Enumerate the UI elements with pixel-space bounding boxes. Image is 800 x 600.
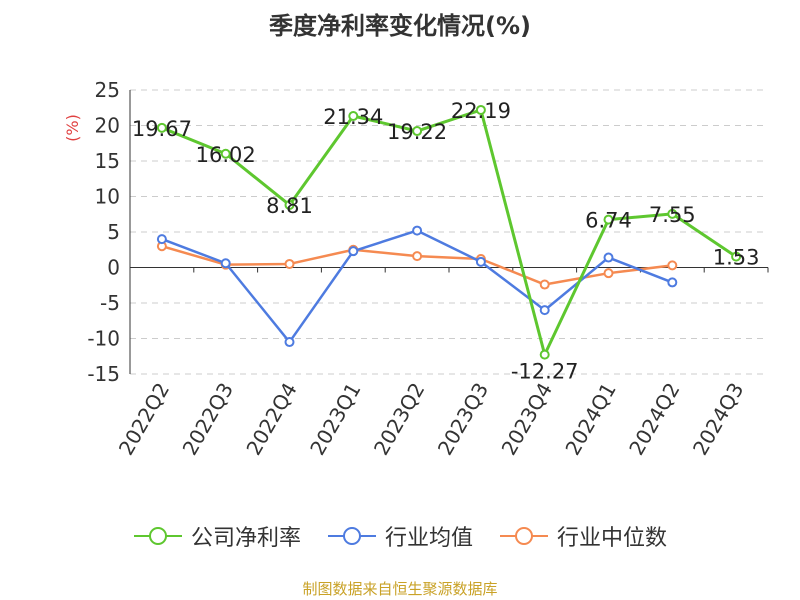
data-label-company: 22.19 [451, 99, 511, 123]
data-label-company: 6.74 [585, 209, 632, 233]
data-label-company: 1.53 [713, 246, 760, 270]
data-label-company: 7.55 [649, 203, 696, 227]
data-point-company [348, 110, 359, 121]
data-point-company [475, 104, 486, 115]
data-point-industry-median [412, 251, 423, 262]
series-line-company [161, 108, 737, 357]
data-point-industry-median [667, 260, 678, 271]
data-point-industry-avg [348, 246, 359, 257]
x-tick-label: 2022Q2 [114, 379, 174, 460]
legend-label-company: 公司净利率 [190, 526, 301, 551]
chart-legend: 公司净利率 行业均值 行业中位数 [0, 518, 800, 554]
y-axis-unit-label: (%) [63, 114, 82, 142]
data-point-company [412, 126, 423, 137]
chart-title: 季度净利率变化情况(%) [269, 12, 531, 40]
data-label-company: 19.67 [132, 117, 192, 141]
data-point-company [603, 214, 614, 225]
y-tick-label: 5 [107, 220, 120, 244]
x-tick-label: 2024Q2 [624, 379, 684, 460]
source-note: 制图数据来自恒生聚源数据库 [302, 580, 498, 598]
y-tick-label: -5 [100, 291, 120, 315]
legend-item-industry-avg[interactable]: 行业均值 [327, 520, 473, 552]
data-point-company [539, 349, 550, 360]
data-label-company: 21.34 [323, 105, 383, 129]
legend-item-company[interactable]: 公司净利率 [133, 520, 301, 552]
legend-circle-company [148, 527, 167, 545]
y-tick-label: 20 [95, 114, 120, 138]
x-tick-label: 2023Q1 [305, 379, 365, 460]
legend-circle-industry-avg [342, 527, 361, 545]
data-label-company: 16.02 [196, 143, 256, 167]
x-tick-label: 2024Q1 [560, 379, 620, 460]
data-point-company [667, 208, 678, 219]
y-tick-label: -10 [87, 327, 120, 351]
legend-marker-industry-avg [327, 527, 376, 545]
data-point-company [156, 122, 167, 133]
data-point-industry-avg [475, 256, 486, 267]
data-point-industry-avg [284, 337, 295, 348]
data-point-industry-median [539, 279, 550, 290]
data-label-company: 8.81 [266, 194, 313, 218]
data-point-industry-avg [412, 225, 423, 236]
data-point-industry-avg [667, 277, 678, 288]
data-point-industry-avg [539, 305, 550, 316]
x-tick-label: 2023Q4 [497, 379, 557, 460]
data-point-industry-median [603, 268, 614, 279]
y-tick-label: -15 [87, 362, 120, 386]
y-tick-label: 25 [95, 78, 120, 102]
legend-marker-company [133, 527, 182, 545]
data-label-company: -12.27 [511, 360, 579, 384]
legend-item-industry-median[interactable]: 行业中位数 [499, 520, 667, 552]
legend-label-industry-avg: 行业均值 [384, 526, 473, 551]
data-point-industry-avg [603, 252, 614, 263]
data-point-industry-median [284, 258, 295, 269]
legend-label-industry-median: 行业中位数 [557, 526, 668, 551]
legend-marker-industry-median [500, 527, 548, 545]
x-tick-label: 2023Q3 [433, 379, 493, 460]
data-point-company [220, 148, 231, 159]
data-point-industry-avg [220, 258, 231, 269]
x-tick-label: 2022Q4 [241, 379, 301, 460]
y-tick-label: 0 [107, 256, 120, 280]
y-tick-label: 15 [95, 149, 120, 173]
data-point-industry-avg [156, 234, 167, 245]
x-tick-label: 2023Q2 [369, 379, 429, 460]
data-label-company: 19.22 [387, 120, 447, 144]
data-point-company [284, 199, 295, 210]
x-tick-label: 2022Q3 [178, 379, 238, 460]
data-point-company [731, 251, 742, 262]
x-tick-label: 2024Q3 [688, 379, 748, 460]
legend-circle-industry-median [515, 527, 533, 545]
y-tick-label: 10 [95, 185, 120, 209]
